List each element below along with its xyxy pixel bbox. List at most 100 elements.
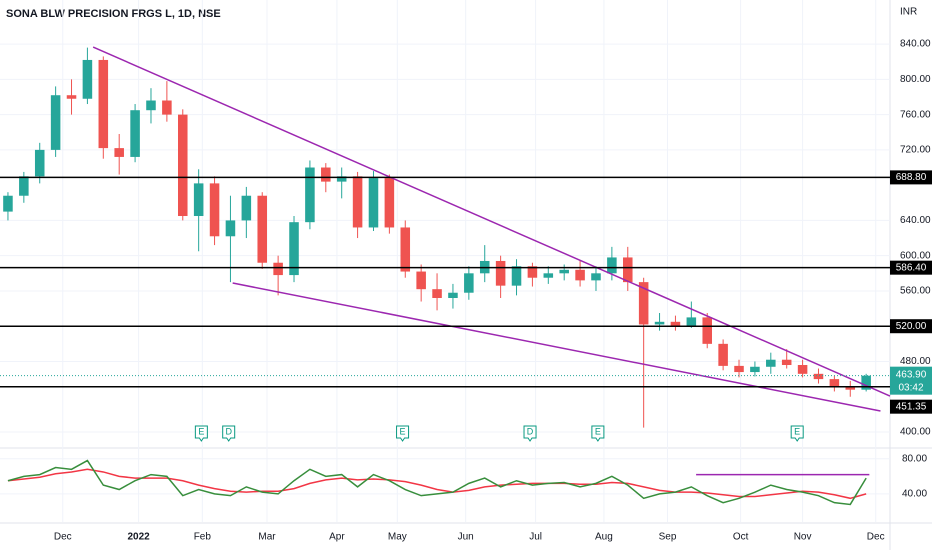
y-tick-label: 640.00 [900,215,931,226]
level-label-box [890,260,932,275]
candle-body [750,366,760,373]
level-label: 451.35 [896,401,927,412]
event-badge [396,425,410,442]
event-marker: E [194,425,208,442]
event-label: E [794,426,800,436]
candle-body [527,266,538,278]
x-tick-label: 2022 [127,532,150,543]
candle-body [686,317,697,327]
candle-body [495,260,506,286]
candle-body [3,195,13,212]
candle-body [623,257,633,283]
x-tick-label: Aug [595,532,613,543]
level-label: 520.00 [896,321,927,332]
candle-body [98,59,109,149]
candle-body [400,227,411,272]
rsi-line [7,459,867,506]
chart-title: SONA BLW PRECISION FRGS L, 1D, NSE [6,8,221,20]
x-tick-label: Jun [458,532,474,543]
trendline [92,46,891,397]
candle-body [797,365,808,374]
event-label: D [527,426,534,436]
x-tick-label: Oct [733,532,749,543]
candle-body [34,149,45,177]
candle-body [464,273,474,293]
y-tick-label: 400.00 [900,427,931,438]
candle-body [289,222,299,276]
y-tick-label: 760.00 [900,109,931,120]
candle-body [575,269,585,281]
event-badge [591,425,605,442]
candle-body [368,178,379,228]
event-marker: E [396,425,410,442]
candle-body [305,167,315,223]
y-tick-label: 800.00 [900,74,931,85]
candle-body [607,257,617,274]
x-tick-label: Mar [258,532,276,543]
candle-body [718,343,728,366]
last-price-box [890,366,932,395]
x-tick-label: Nov [794,532,812,543]
event-label: E [198,426,204,436]
rsi-tick-label: 40.00 [902,489,927,500]
event-marker: E [790,425,804,442]
candle-body [670,321,681,327]
trendline [232,282,881,412]
countdown: 03:42 [898,382,923,393]
event-badge [523,425,537,442]
candle-body [543,273,554,278]
candle-body [130,110,140,157]
event-badge [222,425,236,442]
y-tick-label: 480.00 [900,356,931,367]
candle-body [352,176,363,228]
candle-body [829,379,840,387]
event-marker: D [523,425,537,442]
currency-label: INR [900,7,917,18]
candle-body [384,178,395,228]
candle-body [321,167,331,182]
level-label: 688.80 [896,172,927,183]
rsi-ma-line [7,468,867,500]
candle-body [82,59,93,99]
candle-body [845,386,856,390]
candle-body [861,375,871,390]
y-tick-label: 720.00 [900,145,931,156]
last-price-label: 463.90 [896,369,927,380]
candle-body [416,271,426,290]
candle-body [638,282,649,325]
candle-body [114,148,124,157]
candle-body [448,292,458,298]
candle-body [225,220,236,237]
candle-body [50,95,61,150]
candle-body [193,183,204,217]
x-tick-label: Dec [867,532,885,543]
candle-body [209,183,220,237]
y-tick-label: 560.00 [900,286,931,297]
y-tick-label: 840.00 [900,39,931,50]
event-label: D [225,426,232,436]
candle-body [19,176,29,196]
candle-body [813,373,824,380]
x-tick-label: Dec [54,532,72,543]
level-label: 586.40 [896,262,927,273]
event-marker: E [591,425,605,442]
x-tick-label: May [388,532,407,543]
event-marker: D [222,425,236,442]
level-label-box [890,399,932,414]
x-tick-label: Apr [329,532,345,543]
candle-body [241,195,252,221]
x-tick-label: Sep [659,532,677,543]
candle-body [273,262,283,276]
event-label: E [400,426,406,436]
candle-body [781,359,792,366]
x-tick-label: Jul [529,532,542,543]
level-label-box [890,319,932,334]
candle-body [702,317,712,344]
candle-body [336,176,347,182]
candle-body [734,365,744,373]
event-badge [790,425,804,442]
event-badge [194,425,208,442]
candle-body [766,359,776,367]
y-tick-label: 600.00 [900,250,931,261]
